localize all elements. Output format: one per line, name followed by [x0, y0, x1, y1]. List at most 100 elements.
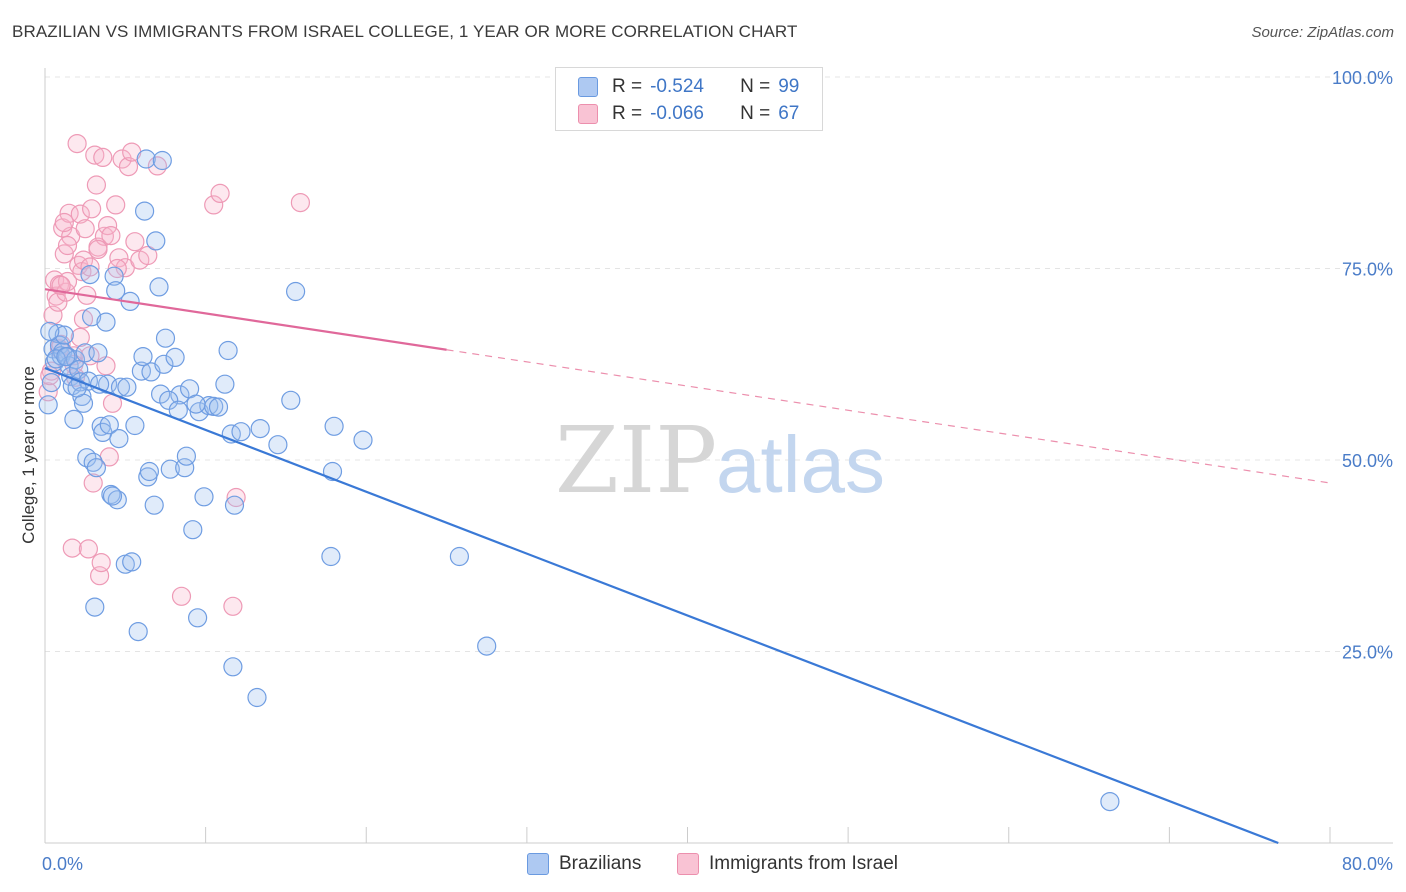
brazilian-point — [85, 597, 105, 617]
brazilian-point — [96, 312, 116, 332]
israel-point — [67, 134, 87, 154]
brazilian-point — [218, 340, 238, 361]
israel-point — [210, 183, 230, 203]
brazilian-point — [102, 486, 123, 506]
brazilian-point — [41, 373, 62, 393]
brazilian-point — [128, 621, 148, 642]
tick-labels: 100.0% 75.0% 50.0% 25.0% 0.0% 80.0% — [42, 68, 1393, 874]
trendline-brazilians — [44, 367, 1279, 845]
brazilian-point — [353, 430, 373, 450]
brazilian-point — [223, 657, 243, 677]
israel-point — [88, 239, 108, 259]
watermark: ZIP atlas — [555, 407, 885, 514]
brazilian-point — [250, 419, 270, 439]
y-tick-label: 75.0% — [1342, 260, 1393, 280]
brazilian-point — [80, 265, 100, 285]
israel-point — [54, 212, 74, 233]
brazilian-point — [117, 377, 137, 397]
israel-point — [70, 204, 90, 224]
israel-point — [107, 258, 127, 279]
brazilian-point — [188, 608, 208, 628]
bottom-legend-brazilians: Brazilians — [527, 852, 641, 876]
brazilian-point — [477, 636, 497, 656]
israel-point — [171, 586, 192, 606]
brazilian-point — [183, 520, 203, 540]
legend-swatch-brazilians — [578, 77, 598, 97]
israel-point — [62, 538, 82, 558]
brazilian-point — [122, 552, 142, 572]
gridlines — [45, 76, 1393, 652]
x-tick-label-min: 0.0% — [42, 854, 83, 874]
israel-point — [86, 175, 107, 195]
israel-point — [112, 149, 132, 169]
israel-point — [118, 157, 139, 177]
brazilian-point — [268, 435, 288, 455]
brazilian-point — [194, 487, 214, 507]
brazilian-point — [165, 347, 185, 367]
brazilian-point — [215, 374, 235, 394]
israel-point — [223, 596, 243, 616]
brazilian-point — [152, 150, 172, 171]
brazilian-point — [131, 361, 151, 381]
watermark-zip: ZIP — [555, 407, 717, 514]
israel-point — [204, 195, 224, 215]
brazilian-point — [54, 325, 74, 345]
brazilian-point — [449, 546, 469, 567]
brazilian-point — [1100, 791, 1120, 812]
israel-point — [83, 473, 103, 493]
trendline-israel-dashed — [446, 349, 1331, 484]
trendline-israel-solid — [44, 288, 447, 351]
legend-row-brazilians: R = -0.524 N = 99 — [578, 75, 799, 99]
chart-title: BRAZILIAN VS IMMIGRANTS FROM ISRAEL COLL… — [12, 22, 798, 41]
brazilian-point — [40, 321, 60, 341]
brazilian-point — [144, 495, 164, 515]
watermark-atlas: atlas — [716, 420, 885, 509]
n-value-israel: 67 — [778, 103, 800, 124]
brazilian-point — [83, 452, 103, 472]
brazilian-point — [154, 354, 174, 374]
brazilian-point — [88, 343, 108, 363]
brazilian-point — [149, 277, 169, 297]
brazilian-point — [81, 307, 102, 327]
source-credit: Source: ZipAtlas.com — [1251, 24, 1394, 41]
r-value-israel: -0.066 — [650, 103, 704, 124]
brazilian-point — [286, 281, 306, 302]
brazilian-point — [125, 415, 145, 436]
y-axis-label: College, 1 year or more — [19, 366, 38, 544]
israel-point — [290, 193, 310, 213]
bottom-swatch-israel — [677, 853, 699, 875]
brazilian-point — [99, 415, 119, 435]
israel-point — [226, 487, 246, 508]
brazilian-point — [67, 378, 87, 398]
legend-row-israel: R = -0.066 N = 67 — [578, 102, 799, 126]
n-value-brazilians: 99 — [778, 76, 800, 97]
axes — [44, 68, 1393, 844]
israel-point — [70, 327, 90, 347]
israel-point — [138, 245, 158, 266]
brazilian-point — [139, 461, 159, 482]
brazilian-point — [155, 328, 176, 348]
y-tick-label: 25.0% — [1342, 643, 1393, 663]
legend-swatch-israel — [578, 104, 598, 124]
brazilian-point — [64, 409, 84, 429]
trendlines — [44, 288, 1331, 845]
y-tick-label: 100.0% — [1332, 68, 1393, 88]
brazilian-point — [247, 687, 267, 708]
brazilian-point — [104, 266, 124, 286]
brazilian-point — [186, 394, 206, 414]
israel-point — [125, 232, 145, 252]
israel-point — [85, 145, 105, 165]
brazilian-point — [176, 446, 196, 466]
brazilian-point — [135, 201, 155, 221]
brazilian-point — [170, 385, 190, 405]
brazilian-point — [159, 390, 179, 410]
israel-point — [75, 219, 95, 239]
brazilian-point — [136, 149, 156, 169]
israel-point — [81, 199, 102, 219]
brazilian-point — [160, 459, 180, 479]
israel-point — [80, 257, 100, 277]
brazilian-point — [56, 347, 76, 367]
brazilian-point — [86, 458, 107, 478]
r-value-brazilians: -0.524 — [650, 76, 704, 97]
